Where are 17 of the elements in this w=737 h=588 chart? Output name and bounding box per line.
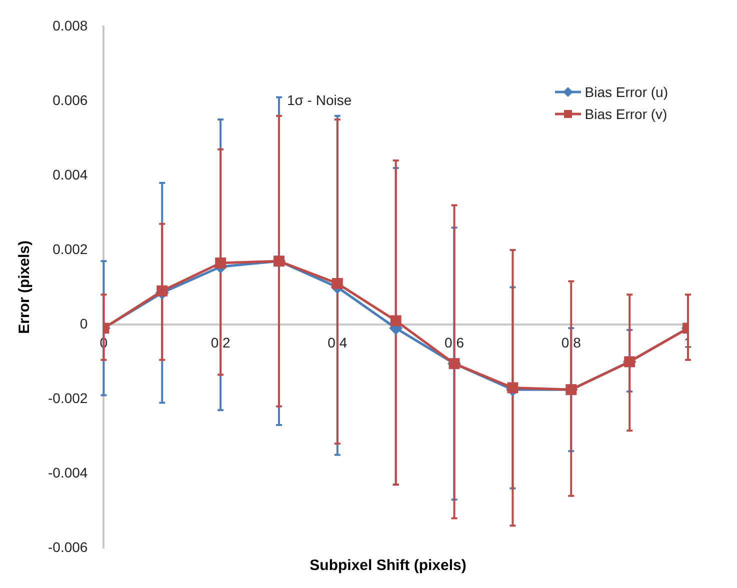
point [332, 278, 343, 289]
point [156, 285, 168, 296]
legend-label: Bias Error (v) [584, 106, 668, 122]
point [507, 382, 518, 394]
point [215, 257, 226, 268]
legend-label: Bias Error (u) [584, 84, 668, 100]
y-axis-title: Error (pixels) [16, 240, 34, 334]
annotation: 1σ - Noise [286, 92, 352, 108]
y-tick-label: -0.002 [48, 390, 88, 406]
x-axis-title: Subpixel Shift (pixels) [308, 557, 468, 574]
y-tick-label: 0.008 [52, 17, 88, 34]
y-tick-label: 0.004 [52, 166, 88, 182]
y-tick-label: -0.006 [48, 538, 88, 555]
y-tick-label: -0.004 [48, 464, 88, 480]
y-tick-label: 0 [80, 315, 88, 332]
y-tick-label: 0.002 [52, 240, 88, 257]
y-tick-label: 0.006 [52, 92, 88, 108]
